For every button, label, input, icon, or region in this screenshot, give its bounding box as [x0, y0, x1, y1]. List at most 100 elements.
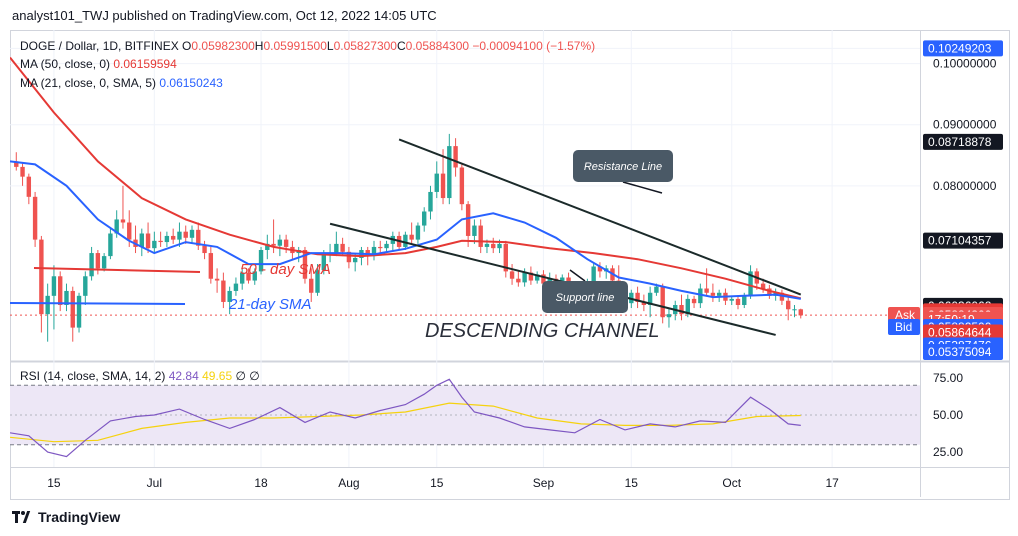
price-tag-text: 0.10249203 — [928, 41, 992, 55]
candle-body — [384, 243, 389, 249]
rsi-legend: RSI (14, close, SMA, 14, 2) 42.84 49.65 … — [20, 369, 260, 383]
candle-body — [666, 314, 672, 318]
ma50-marker-line — [33, 267, 201, 273]
candle-body — [440, 173, 446, 199]
candle-body — [76, 295, 82, 328]
time-axis-label: 15 — [47, 476, 61, 490]
candle-body — [233, 283, 239, 291]
tradingview-logo-icon — [12, 511, 32, 523]
candle-body — [346, 251, 352, 263]
rsi-tick-label: 50.00 — [933, 408, 963, 422]
candle-body — [214, 278, 220, 281]
candle-body — [321, 254, 326, 271]
legend-segment: 49.65 — [202, 369, 235, 383]
candle-body — [114, 219, 119, 234]
candle-body — [227, 290, 232, 302]
support-callout-box — [542, 281, 628, 313]
legend-segment: RSI (14, close, SMA, 14, 2) — [20, 369, 169, 383]
price-tag-box — [923, 133, 1003, 150]
chart-svg[interactable]: Resistance Line Support line 50 - day SMA 2… — [9, 30, 1010, 500]
resistance-callout-pointer — [622, 181, 663, 194]
price-tag-box — [923, 40, 1003, 57]
time-axis-label: 18 — [254, 476, 268, 490]
candle-body — [340, 243, 345, 252]
price-tag-box — [923, 344, 1003, 361]
candle-body — [647, 292, 653, 305]
candle-body — [459, 167, 465, 205]
candle-body — [528, 272, 534, 281]
candle-body — [32, 196, 38, 240]
candle-body — [283, 239, 289, 247]
ask-tag-box — [888, 306, 920, 323]
candle-body — [221, 280, 226, 302]
candle-body — [760, 283, 766, 289]
candle-body — [271, 243, 276, 246]
candle-body — [635, 292, 640, 302]
legend-segment: 0.05991500 — [263, 39, 327, 53]
candle-body — [152, 240, 157, 249]
candle-body — [491, 243, 496, 249]
ma21-line — [9, 160, 801, 300]
legend-ma50: MA (50, close, 0) 0.06159594 — [20, 57, 177, 71]
candle-body — [748, 271, 753, 296]
candle-body — [710, 292, 716, 296]
ma21-marker-line — [9, 302, 186, 305]
candle-body — [497, 243, 502, 249]
candle-body — [334, 243, 339, 254]
price-tag: 0.07104357 — [923, 232, 1003, 249]
price-tick-label: 0.10000000 — [933, 57, 997, 71]
candle-body — [415, 225, 421, 240]
candle-body — [422, 211, 427, 226]
price-tag-box — [923, 324, 1003, 341]
candle-body — [472, 225, 477, 236]
candle-body — [779, 292, 785, 301]
candle-body — [792, 309, 797, 311]
resistance-callout: Resistance Line — [573, 150, 673, 194]
ask-tag-text: Ask — [895, 308, 916, 322]
candle-body — [252, 271, 257, 281]
candle-body — [277, 239, 283, 246]
rsi-pane: RSI (14, close, SMA, 14, 2) 42.84 49.65 … — [9, 369, 963, 459]
candle-body — [679, 305, 684, 315]
resistance-callout-text: Resistance Line — [584, 161, 662, 173]
candle-body — [120, 219, 126, 223]
candle-body — [698, 288, 703, 304]
candle-body — [83, 276, 88, 296]
candle-body — [70, 290, 75, 328]
candle-body — [26, 176, 32, 197]
legend-segment: MA (21, close, 0, SMA, 5) — [20, 76, 159, 90]
price-tag-box — [923, 232, 1003, 249]
time-axis-label: 15 — [625, 476, 639, 490]
candle-body — [434, 173, 439, 192]
chart-frame[interactable]: Resistance Line Support line 50 - day SMA 2… — [9, 30, 1010, 500]
candle-body — [735, 298, 741, 305]
time-axis-label: 15 — [430, 476, 444, 490]
candle-body — [14, 161, 19, 167]
price-tag: 0.10249203 — [923, 40, 1003, 57]
candle-body — [302, 250, 308, 279]
candle-body — [453, 146, 458, 168]
rsi-line — [9, 378, 801, 458]
tradingview-brand[interactable]: TradingView — [12, 509, 120, 525]
legend-segment: C — [397, 39, 406, 53]
candle-body — [685, 298, 690, 315]
ma21-annotation: 21-day SMA — [228, 296, 312, 313]
candle-body — [127, 222, 132, 240]
price-tag: 0.08718878 — [923, 133, 1003, 150]
candle-body — [265, 243, 270, 250]
candle-body — [45, 295, 50, 315]
legend-ohlc: DOGE / Dollar, 1D, BITFINEX O0.05982300H… — [20, 39, 595, 53]
candle-body — [371, 246, 377, 257]
legend-segment: H — [255, 39, 264, 53]
candle-body — [20, 166, 25, 177]
price-tag-text: 0.05864644 — [928, 326, 992, 340]
legend-segment: L — [327, 39, 334, 53]
resistance-callout-box — [573, 150, 673, 182]
legend-segment: 0.05827300 — [334, 39, 398, 53]
legend-segment: 0.06150243 — [159, 76, 223, 90]
candle-body — [39, 239, 44, 315]
candle-body — [591, 266, 596, 284]
legend-ma21: MA (21, close, 0, SMA, 5) 0.06150243 — [20, 76, 223, 90]
time-axis-label: Aug — [338, 476, 359, 490]
candle-body — [704, 288, 709, 293]
